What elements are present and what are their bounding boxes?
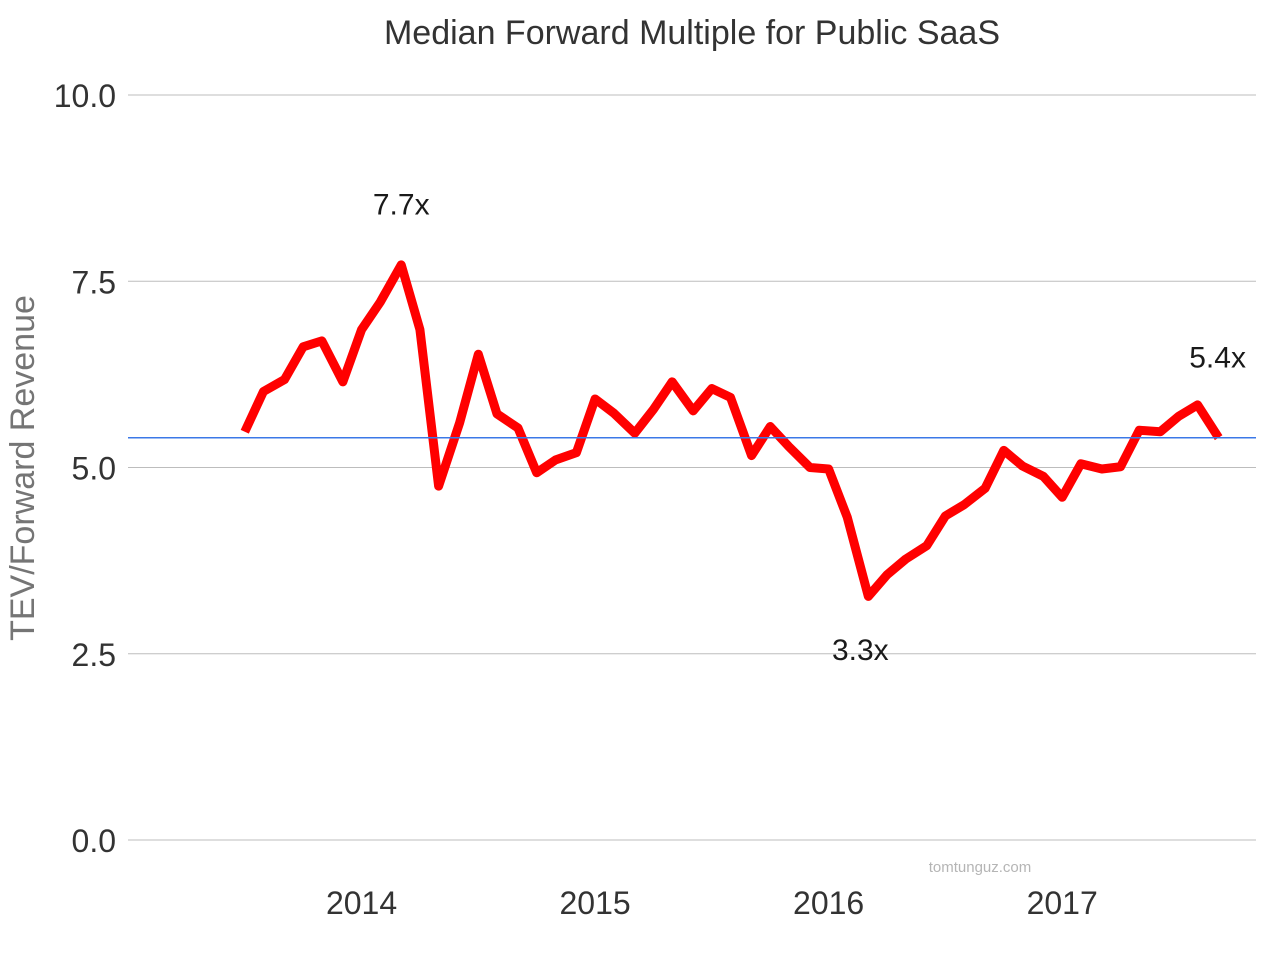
x-tick-label: 2014 — [326, 885, 397, 921]
y-tick-label: 5.0 — [72, 451, 116, 487]
y-tick-label: 0.0 — [72, 823, 116, 859]
watermark: tomtunguz.com — [929, 859, 1032, 876]
data-label: 7.7x — [373, 188, 430, 221]
data-label: 5.4x — [1189, 342, 1246, 375]
series-line-multiple — [240, 260, 1223, 601]
x-tick-label: 2017 — [1027, 885, 1098, 921]
data-label: 3.3x — [832, 634, 889, 667]
y-tick-labels: 10.0 7.5 5.0 2.5 0.0 — [54, 78, 116, 859]
x-tick-label: 2015 — [559, 885, 630, 921]
y-tick-label: 2.5 — [72, 637, 116, 673]
y-tick-label: 7.5 — [72, 264, 116, 300]
gridlines — [128, 94, 1256, 841]
y-axis-label: TEV/Forward Revenue — [4, 295, 42, 641]
y-tick-label: 10.0 — [54, 78, 116, 114]
series-lines — [128, 260, 1256, 601]
chart-title: Median Forward Multiple for Public SaaS — [384, 14, 1000, 52]
annotations: 7.7x 3.3x 5.4x — [373, 188, 1246, 667]
x-tick-labels: 2014 2015 2016 2017 — [326, 885, 1098, 921]
x-tick-label: 2016 — [793, 885, 864, 921]
